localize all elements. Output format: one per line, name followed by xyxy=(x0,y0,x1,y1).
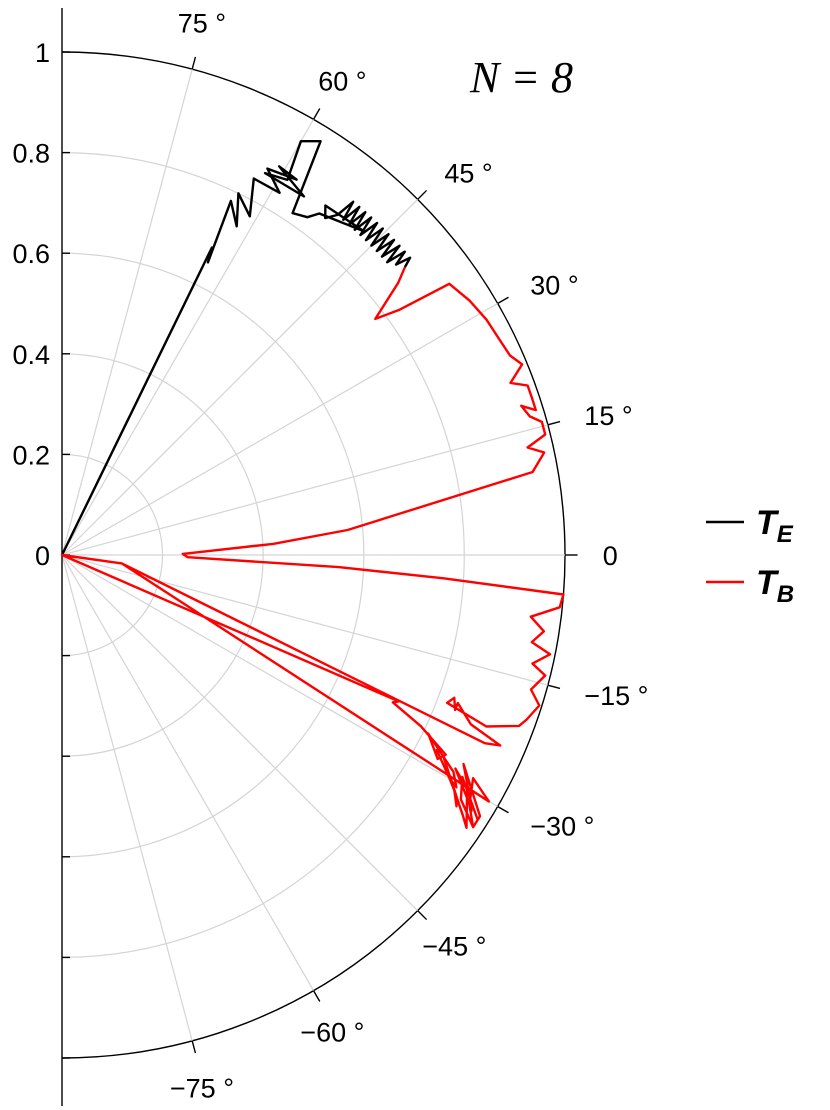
legend: TE TB xyxy=(706,504,794,608)
legend-label: TB xyxy=(756,564,794,608)
angle-label: −45 ° xyxy=(422,931,486,961)
angle-label: 60 ° xyxy=(318,67,366,97)
legend-label: TE xyxy=(756,504,794,548)
labels: 0 0.2 0.4 0.6 0.8 1 75 ° 60 ° 45 ° 30 ° 15 ° 0 −15 °… xyxy=(12,9,648,1104)
angle-label: −30 ° xyxy=(530,811,594,841)
angle-label: 15 ° xyxy=(584,401,632,431)
annotation-text: N = 8 xyxy=(469,53,573,102)
angle-tick xyxy=(191,1040,197,1054)
r-tick-label: 1 xyxy=(35,38,50,68)
angle-tick xyxy=(417,910,428,921)
grid-spoke xyxy=(61,554,315,991)
angle-label: −75 ° xyxy=(170,1073,234,1103)
angle-tick xyxy=(312,990,321,1002)
angle-tick xyxy=(497,805,509,814)
grid-spoke xyxy=(61,554,549,686)
series-line-T_B xyxy=(60,266,565,829)
angle-label: 30 ° xyxy=(530,271,578,301)
grid-spoke xyxy=(61,554,498,808)
angle-tick xyxy=(547,420,561,426)
angle-tick xyxy=(312,108,321,120)
grid-spoke xyxy=(61,119,315,556)
r-tick-label: 0.8 xyxy=(12,139,50,169)
r-tick-label: 0.6 xyxy=(12,239,50,269)
r-tick-label: 0 xyxy=(35,541,50,571)
grid-spoke xyxy=(61,424,549,556)
angle-tick xyxy=(417,189,428,200)
series-line-T_E xyxy=(60,140,412,556)
angle-label: −15 ° xyxy=(584,681,648,711)
grid-spoke xyxy=(61,554,193,1042)
grid-spoke xyxy=(61,68,193,556)
angle-tick xyxy=(191,56,197,70)
legend-subscript: E xyxy=(777,521,794,548)
angle-tick xyxy=(547,684,561,690)
grid-spoke xyxy=(61,554,419,912)
angle-label: 0 xyxy=(603,541,618,571)
grid-spoke xyxy=(61,198,419,556)
legend-subscript: B xyxy=(777,581,794,608)
r-tick-label: 0.4 xyxy=(12,340,50,370)
angle-label: 75 ° xyxy=(178,9,226,39)
angle-tick xyxy=(497,296,509,305)
series xyxy=(60,140,565,829)
grid-spoke xyxy=(61,302,498,556)
axes xyxy=(61,8,578,1106)
angle-label: −60 ° xyxy=(300,1017,364,1047)
angle-label: 45 ° xyxy=(444,159,492,189)
grid xyxy=(61,51,566,1059)
r-tick-label: 0.2 xyxy=(12,440,50,470)
